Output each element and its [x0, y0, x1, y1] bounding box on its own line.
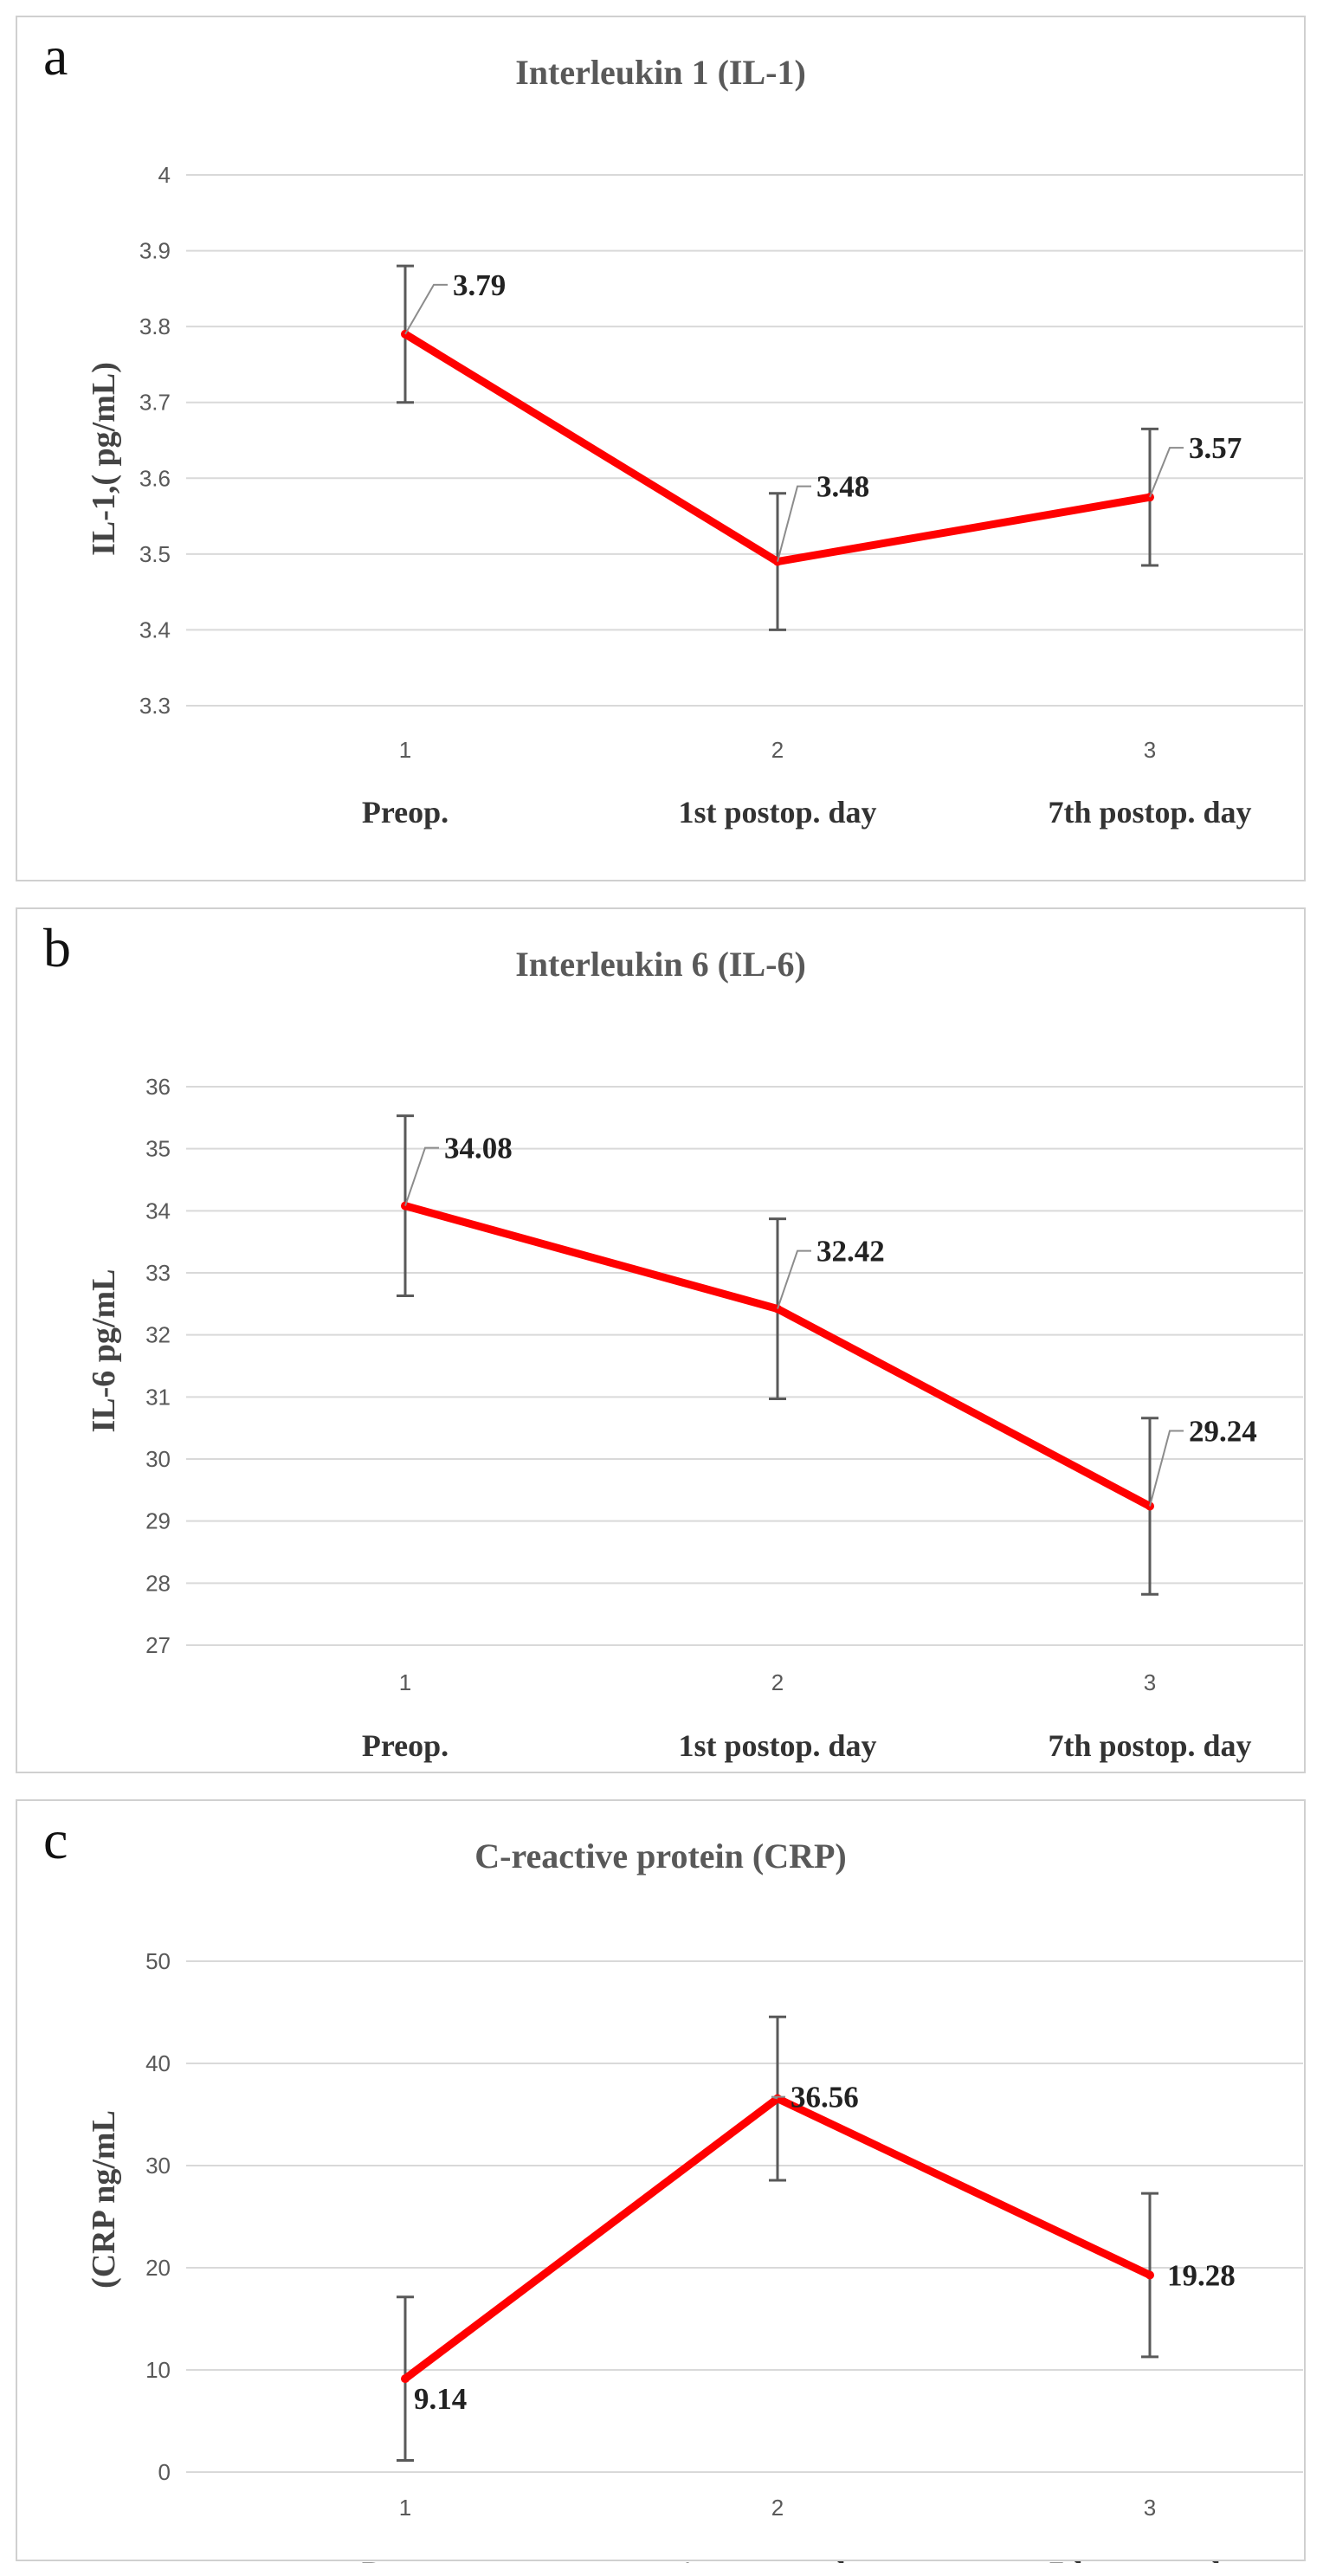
y-tick-label: 3.7: [139, 390, 171, 416]
chart-panel-a: a Interleukin 1 (IL-1) IL-1,( pg/mL) 3.3…: [16, 16, 1306, 881]
x-category-label: Preop.: [362, 1728, 449, 1763]
chart-plot: 0 10 20 30 40 50 1 Preop. 2 1st postop. day 3 7th p…: [145, 1948, 1303, 2563]
chart-plot: 3.3 3.4 3.5 3.6 3.7 3.8 3.9 4 1 Preop. 2 1st postop…: [139, 162, 1303, 830]
y-tick-label: 40: [145, 2050, 171, 2076]
chart-panel-b: b Interleukin 6 (IL-6) IL-6 pg/mL 27 28 29…: [16, 907, 1306, 1773]
y-tick-label: 28: [145, 1570, 171, 1596]
data-label-leader: [777, 485, 811, 562]
x-tick-label: 3: [1144, 1669, 1156, 1695]
panel-letter: a: [43, 25, 68, 87]
x-category-label: 1st postop. day: [678, 795, 876, 830]
y-tick-label: 31: [145, 1384, 171, 1410]
y-tick-label: 3.6: [139, 465, 171, 491]
y-tick-label: 3.9: [139, 238, 171, 264]
x-tick-label: 3: [1144, 737, 1156, 763]
x-category-label: 7th postop. day: [1048, 795, 1251, 830]
x-category-label: 1st postop. day: [678, 1728, 876, 1763]
data-label-leader: [777, 1249, 811, 1309]
x-tick-label: 2: [771, 1669, 784, 1695]
data-label: 29.24: [1189, 1414, 1257, 1448]
data-label: 32.42: [816, 1235, 885, 1269]
x-category-label: 7th postop. day: [1048, 1728, 1251, 1763]
y-tick-label: 30: [145, 2153, 171, 2179]
x-category-label: 7th postop. day: [1048, 2555, 1251, 2563]
y-tick-label: 29: [145, 1508, 171, 1534]
data-label-leader: [1149, 1430, 1184, 1507]
x-category-label: Preop.: [362, 2555, 449, 2563]
y-tick-label: 36: [145, 1074, 171, 1100]
data-label: 3.79: [453, 268, 506, 302]
y-tick-label: 0: [158, 2459, 171, 2485]
chart-title: Interleukin 6 (IL-6): [515, 945, 806, 984]
data-label: 19.28: [1167, 2258, 1236, 2292]
x-tick-label: 1: [399, 1669, 411, 1695]
data-label: 9.14: [414, 2382, 467, 2416]
data-label: 34.08: [444, 1132, 513, 1165]
x-category-label: 1st postop. day: [678, 2555, 876, 2563]
data-point: [401, 2374, 410, 2384]
y-tick-label: 33: [145, 1260, 171, 1286]
x-tick-label: 1: [399, 2495, 411, 2521]
y-tick-label: 4: [158, 162, 171, 188]
x-tick-label: 2: [771, 737, 784, 763]
y-tick-label: 3.5: [139, 541, 171, 567]
panel-letter: b: [43, 917, 71, 978]
data-label-leader: [404, 1146, 439, 1206]
y-tick-label: 3.3: [139, 693, 171, 719]
x-tick-label: 3: [1144, 2495, 1156, 2521]
data-label: 36.56: [791, 2081, 859, 2114]
data-label-leader: [1149, 447, 1184, 498]
y-tick-label: 3.4: [139, 617, 171, 642]
y-tick-label: 27: [145, 1632, 171, 1658]
y-tick-label: 3.8: [139, 313, 171, 339]
y-tick-label: 35: [145, 1136, 171, 1162]
y-tick-label: 10: [145, 2357, 171, 2383]
y-tick-label: 34: [145, 1198, 171, 1223]
y-tick-label: 50: [145, 1948, 171, 1974]
y-tick-label: 30: [145, 1446, 171, 1472]
panel-letter: c: [43, 1809, 68, 1870]
y-tick-label: 32: [145, 1322, 171, 1348]
y-tick-label: 20: [145, 2255, 171, 2281]
chart-title: C-reactive protein (CRP): [474, 1837, 847, 1876]
data-label-leader: [404, 283, 448, 335]
x-category-label: Preop.: [362, 795, 449, 830]
data-label: 3.57: [1189, 431, 1242, 465]
x-tick-label: 1: [399, 737, 411, 763]
data-point: [1146, 2270, 1154, 2280]
data-label-leader: [771, 2095, 785, 2100]
chart-plot: 27 28 29 30 31 32 33 34 35 36 1 Preop. 2 1st postop. …: [145, 1074, 1303, 1763]
x-tick-label: 2: [771, 2495, 784, 2521]
chart-title: Interleukin 1 (IL-1): [515, 53, 806, 92]
data-label: 3.48: [816, 470, 869, 504]
